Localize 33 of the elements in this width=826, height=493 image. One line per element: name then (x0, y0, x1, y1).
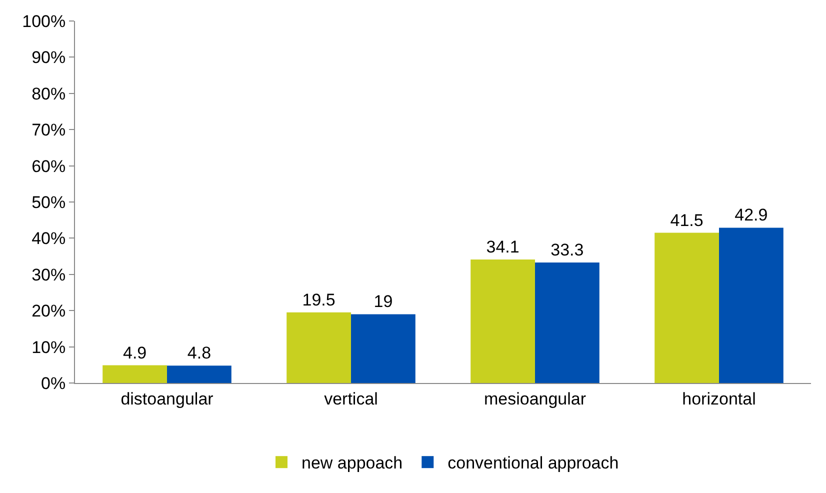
y-tick-label: 50% (32, 192, 66, 212)
x-tick-label: horizontal (682, 389, 756, 408)
data-label: 41.5 (670, 210, 704, 230)
data-label: 34.1 (486, 238, 520, 257)
data-label: 42.9 (734, 206, 768, 225)
bar (351, 314, 416, 383)
x-tick-label: vertical (324, 389, 378, 408)
y-tick-label: 90% (32, 48, 66, 68)
y-tick-label: 100% (22, 12, 66, 31)
y-tick-label: 0% (41, 374, 66, 393)
y-tick-label: 60% (32, 156, 66, 176)
bar (535, 262, 600, 383)
legend-label: conventional approach (448, 454, 619, 473)
bar (102, 365, 167, 383)
y-tick-label: 80% (32, 84, 66, 104)
x-tick-label: distoangular (120, 389, 214, 408)
bar (719, 228, 784, 383)
data-label: 4.8 (187, 344, 212, 363)
y-tick-label: 20% (32, 302, 66, 321)
bar (286, 312, 351, 383)
x-tick-label: mesioangular (484, 389, 586, 408)
y-tick-label: 10% (32, 338, 66, 357)
y-tick-label: 30% (32, 265, 66, 284)
data-label: 33.3 (550, 240, 584, 260)
data-label: 4.9 (122, 343, 147, 362)
bar (654, 232, 719, 383)
data-label: 19.5 (302, 290, 336, 310)
bar (167, 366, 232, 383)
y-tick-label: 70% (32, 120, 66, 140)
data-label: 19 (374, 292, 393, 312)
bar (470, 260, 535, 383)
y-tick-label: 40% (32, 229, 66, 248)
legend-label: new appoach (302, 454, 403, 473)
